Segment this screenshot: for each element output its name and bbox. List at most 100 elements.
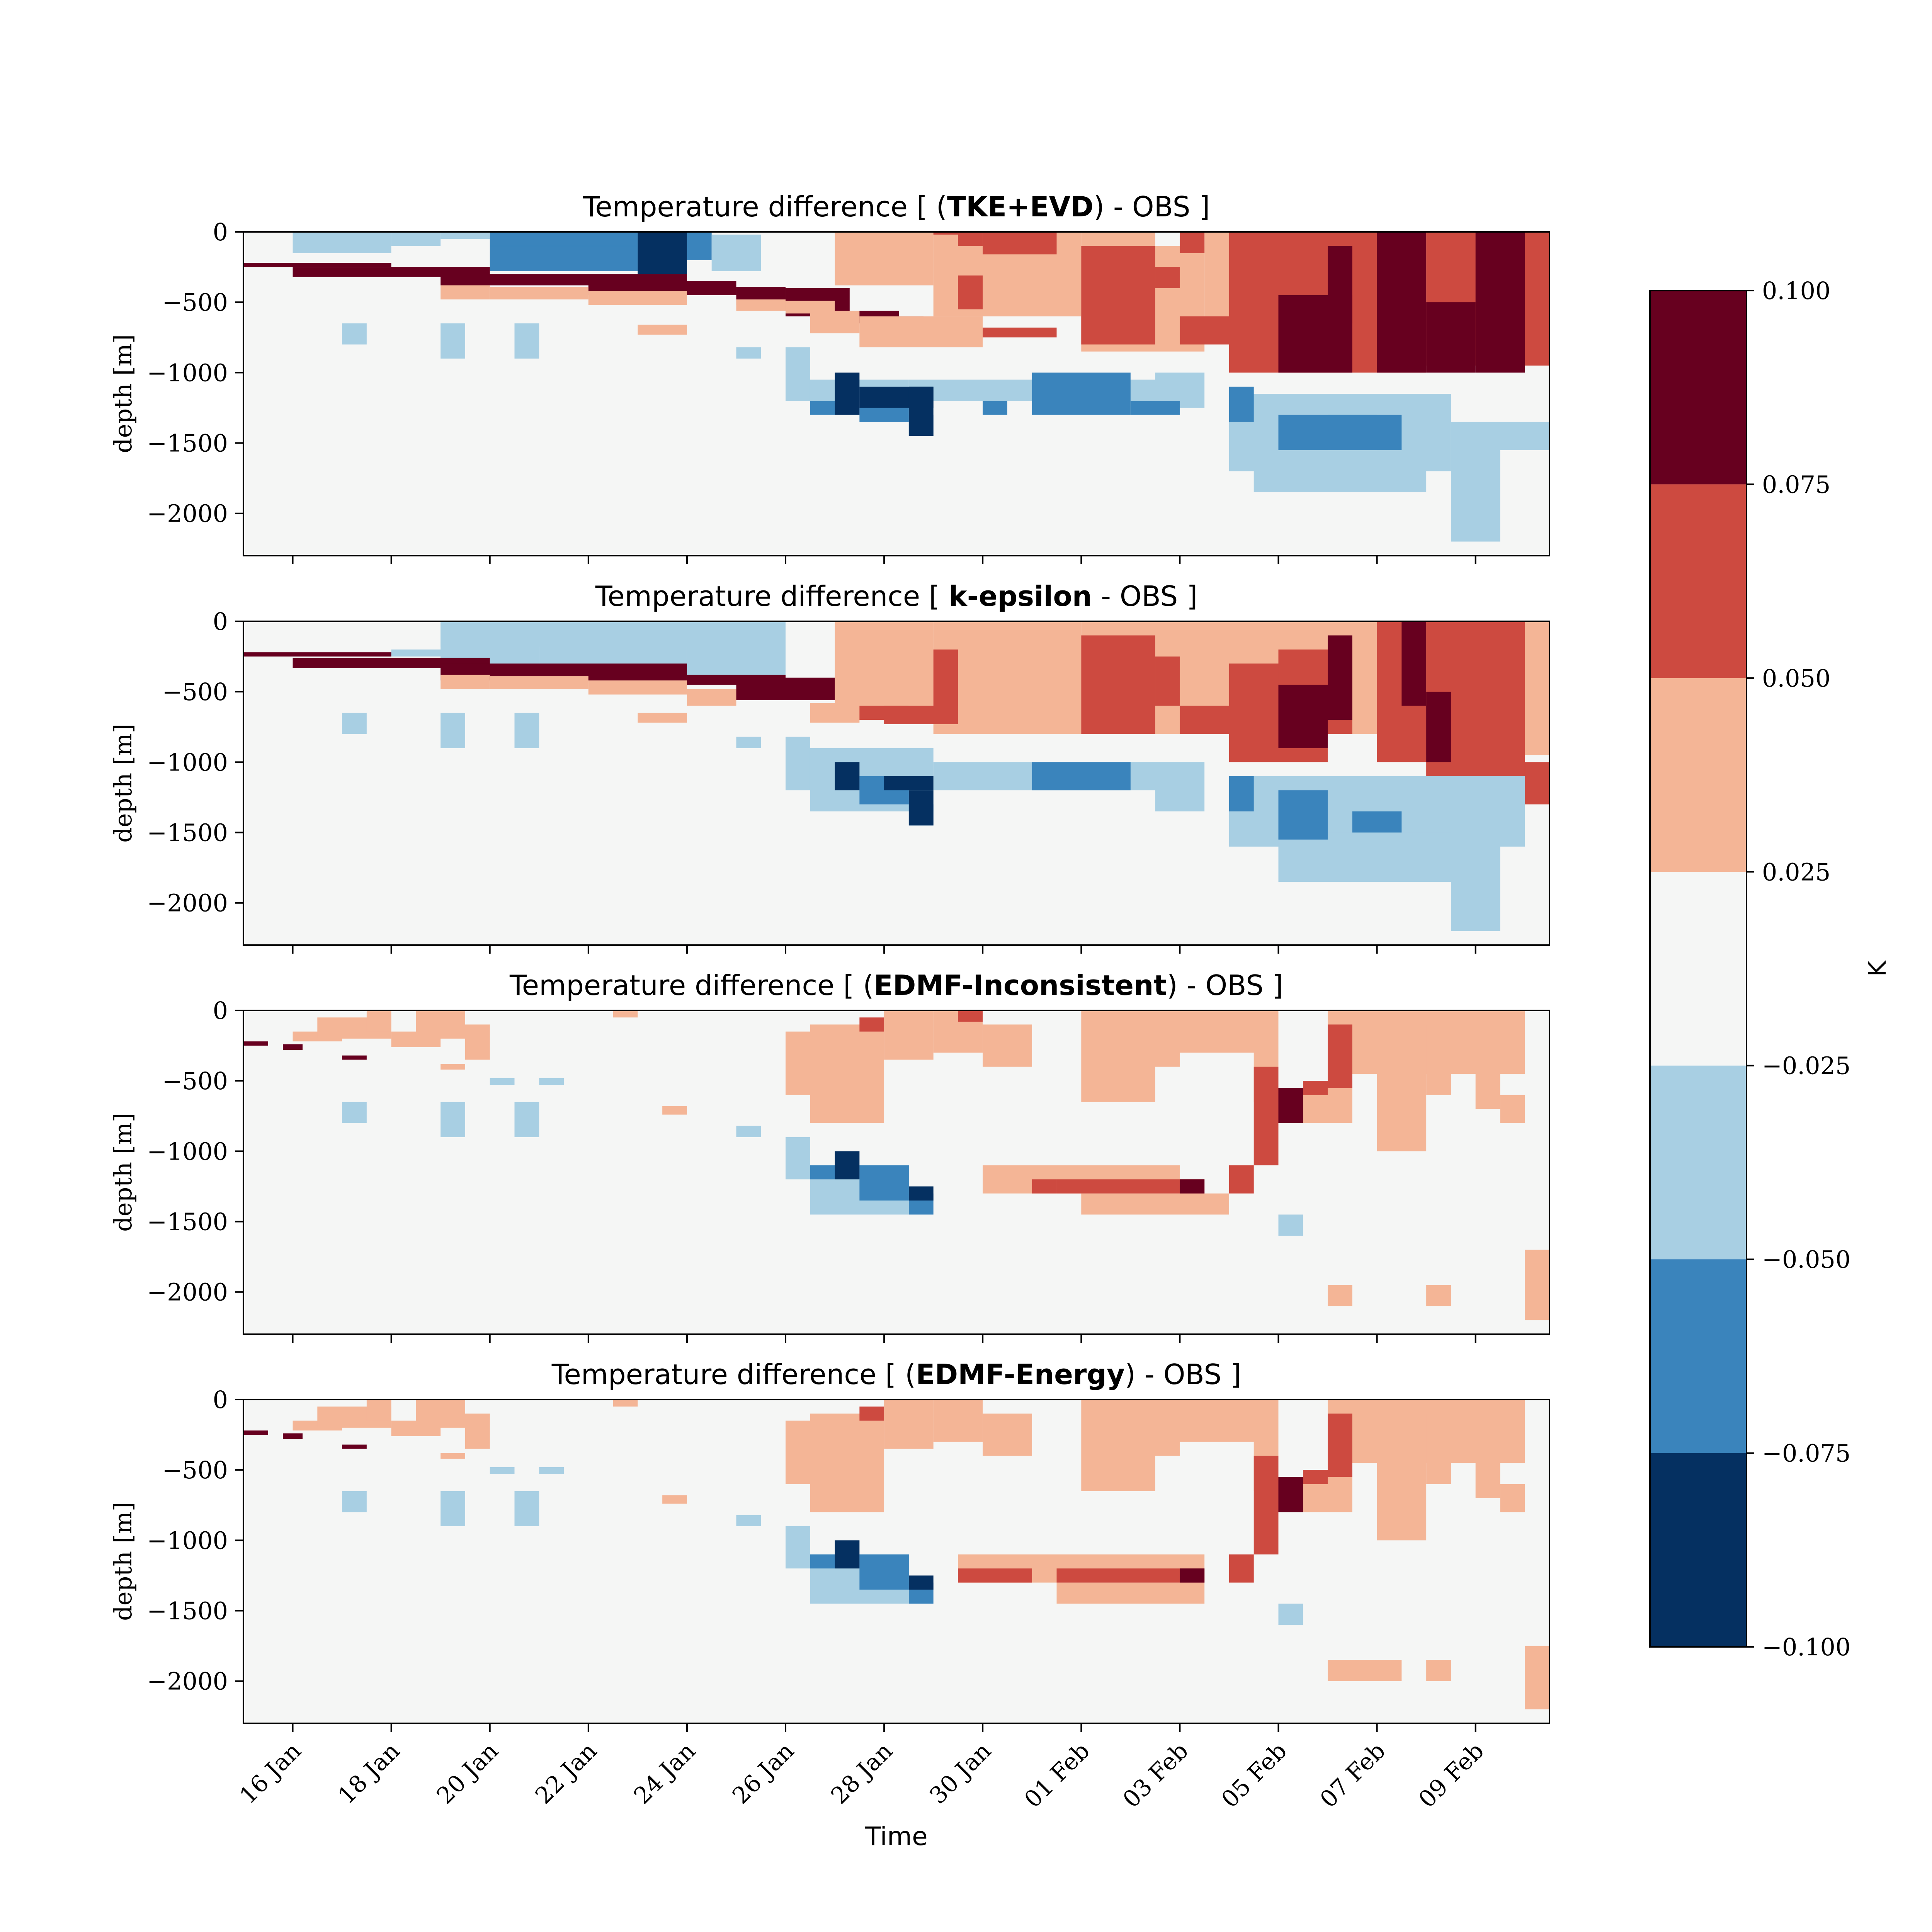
heatmap-cell xyxy=(983,232,1057,255)
heatmap-cell xyxy=(440,1064,465,1070)
x-tick-label: 26 Jan xyxy=(727,1737,799,1810)
y-tick-label: 0 xyxy=(213,997,228,1025)
heatmap-cell xyxy=(1056,1582,1205,1604)
heatmap-cell xyxy=(662,1495,687,1504)
heatmap-cell xyxy=(786,1526,810,1569)
heatmap-cell xyxy=(1229,1165,1254,1194)
colorbar-tick-label: −0.100 xyxy=(1762,1633,1850,1661)
heatmap-cell xyxy=(1081,246,1155,345)
heatmap-cell xyxy=(283,1433,303,1439)
heatmap-cell xyxy=(342,713,367,734)
y-tick-label: −1000 xyxy=(147,1137,228,1165)
heatmap-cell xyxy=(859,1406,884,1421)
colorbar: 0.100 0.075 0.050 0.025 −0.025 −0.050 −0.075 −0… xyxy=(1649,277,1891,1661)
heatmap-cell xyxy=(958,232,983,246)
x-tick-label: 03 Feb xyxy=(1118,1737,1194,1813)
heatmap-cell xyxy=(342,1444,367,1449)
heatmap-cell xyxy=(835,232,934,286)
x-tick-label: 28 Jan xyxy=(826,1737,898,1810)
heatmap-cell xyxy=(1032,762,1131,791)
colorbar-segment xyxy=(1650,1065,1747,1260)
y-tick-label: −500 xyxy=(162,1456,228,1484)
heatmap-cell xyxy=(539,628,687,667)
panel-4: Temperature difference [ (EDMF-Energy) -… xyxy=(109,1358,1550,1851)
heatmap-cell xyxy=(465,1024,490,1060)
heatmap-cell xyxy=(613,1400,638,1407)
heatmap-cell xyxy=(440,713,465,748)
heatmap-cell xyxy=(1032,1179,1057,1194)
panel-2: Temperature difference [ k-epsilon - OBS… xyxy=(109,580,1550,954)
heatmap-cell xyxy=(1328,246,1352,323)
heatmap-cell xyxy=(1475,1413,1500,1498)
colorbar-segment xyxy=(1650,678,1747,872)
heatmap-cell xyxy=(440,1491,465,1526)
heatmap-cell xyxy=(1130,401,1180,415)
y-tick-label: −2000 xyxy=(147,1278,228,1306)
heatmap-cell xyxy=(1328,415,1402,450)
heatmap-cell xyxy=(859,1165,909,1201)
heatmap-cell xyxy=(1475,1024,1500,1109)
colorbar-tick-label: 0.100 xyxy=(1762,277,1831,305)
heatmap-cell xyxy=(736,677,850,701)
heatmap-cell xyxy=(588,680,687,695)
heatmap-cell xyxy=(490,287,588,299)
heatmap-cell xyxy=(1401,621,1427,706)
panel-title: Temperature difference [ (EDMF-Inconsist… xyxy=(509,969,1283,1002)
y-tick-label: 0 xyxy=(213,218,228,246)
heatmap-cell xyxy=(1180,1179,1205,1194)
heatmap-cell xyxy=(1130,1010,1180,1067)
panel-1: Temperature difference [ (TKE+EVD) - OBS… xyxy=(109,190,1550,564)
heatmap-cell xyxy=(1377,1413,1427,1541)
heatmap-cell xyxy=(342,1491,367,1512)
heatmap-cell xyxy=(810,1554,835,1569)
heatmap-cell xyxy=(736,1515,761,1526)
heatmap-cell xyxy=(391,232,441,246)
heatmap-cell xyxy=(1278,1604,1303,1625)
heatmap-cell xyxy=(243,263,391,267)
heatmap-cell xyxy=(440,285,490,299)
x-tick-label: 07 Feb xyxy=(1315,1737,1391,1813)
panel-3: Temperature difference [ (EDMF-Inconsist… xyxy=(109,969,1550,1343)
panel-frame xyxy=(243,621,1550,946)
heatmap-cell xyxy=(1328,1660,1402,1681)
heatmap-cell xyxy=(514,1491,539,1526)
heatmap-cell xyxy=(1328,635,1352,720)
heatmap-cell xyxy=(835,372,860,415)
y-tick-label: 0 xyxy=(213,607,228,636)
heatmap-cell xyxy=(958,1568,1032,1583)
heatmap-cell xyxy=(884,776,934,791)
heatmap-cell xyxy=(859,1554,909,1590)
colorbar-tick-label: 0.050 xyxy=(1762,664,1831,692)
panel-frame xyxy=(243,231,1550,556)
heatmap-cell xyxy=(293,232,391,253)
heatmap-cell xyxy=(1426,692,1451,762)
heatmap-cell xyxy=(342,323,367,345)
heatmap-cell xyxy=(908,790,934,826)
y-tick-label: −2000 xyxy=(147,1667,228,1696)
heatmap-cell xyxy=(1130,1400,1180,1456)
y-tick-label: −1000 xyxy=(147,1526,228,1554)
y-tick-label: −2000 xyxy=(147,500,228,528)
heatmap-cell xyxy=(1278,790,1328,840)
heatmap-cell xyxy=(859,316,983,347)
heatmap-cell xyxy=(638,232,687,274)
heatmap-cell xyxy=(687,621,786,685)
colorbar-segment xyxy=(1650,872,1747,1066)
heatmap-cell xyxy=(514,713,539,748)
heatmap-cell xyxy=(1328,1413,1352,1477)
heatmap-cell xyxy=(1426,1442,1451,1484)
heatmap-cell xyxy=(958,275,983,310)
heatmap-cell xyxy=(465,1413,490,1449)
heatmap-cell xyxy=(1229,386,1254,422)
x-tick-label: 22 Jan xyxy=(530,1737,602,1810)
heatmap-cell xyxy=(1155,656,1180,706)
heatmap-cell xyxy=(416,1400,465,1428)
heatmap-cell xyxy=(1475,232,1525,373)
heatmap-cell xyxy=(243,652,391,657)
heatmap-cell xyxy=(490,1467,515,1475)
x-tick-label: 24 Jan xyxy=(629,1737,701,1810)
heatmap-cell xyxy=(1278,684,1328,748)
heatmap-cell xyxy=(514,1102,539,1137)
heatmap-cell xyxy=(884,1400,934,1449)
heatmap-cell xyxy=(1081,1193,1229,1215)
